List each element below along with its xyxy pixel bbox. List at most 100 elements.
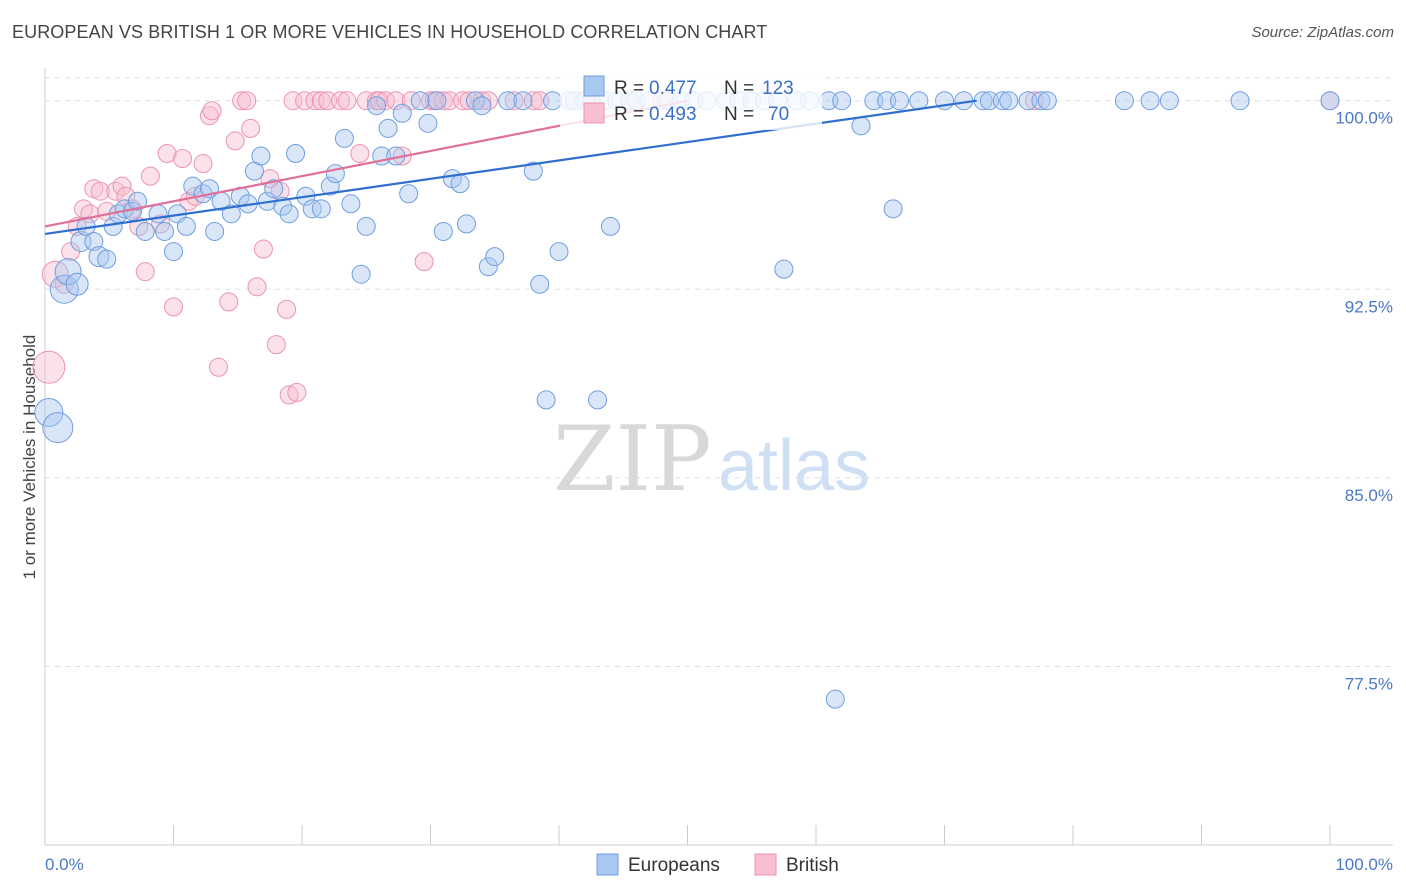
legend-british-swatch — [754, 853, 777, 876]
y-tick-label: 92.5% — [1345, 297, 1393, 316]
european-point — [351, 264, 371, 284]
british-point — [295, 91, 315, 111]
european-point — [34, 397, 64, 427]
european-point — [588, 390, 608, 410]
british-point — [472, 91, 492, 111]
european-point — [549, 242, 569, 262]
y-axis-label: 1 or more Vehicles in Household — [20, 335, 39, 580]
british-point — [311, 91, 331, 111]
european-point — [264, 179, 284, 199]
stats-europeans-n-label: N = — [724, 78, 754, 99]
british-point — [277, 299, 297, 319]
source-credit: Source: ZipAtlas.com — [1251, 24, 1394, 41]
european-point — [135, 221, 155, 241]
british-point — [208, 357, 228, 377]
british-point — [172, 149, 192, 169]
european-point — [341, 194, 361, 214]
y-tick-labels: 100.0% 92.5% 85.0% 77.5% — [1335, 109, 1393, 694]
european-point — [176, 216, 196, 236]
european-points — [34, 91, 1340, 709]
british-point — [414, 252, 434, 272]
stats-british-r-label: R = — [614, 104, 644, 125]
european-point — [205, 221, 225, 241]
european-point — [1159, 91, 1179, 111]
european-point — [97, 249, 117, 269]
european-point — [472, 96, 492, 116]
british-point — [350, 143, 370, 163]
watermark-atlas: atlas — [718, 426, 870, 506]
british-point — [279, 385, 299, 405]
european-point — [183, 176, 203, 196]
stats-europeans-swatch — [583, 75, 605, 97]
british-point — [237, 91, 257, 111]
european-point — [251, 146, 271, 166]
european-point — [320, 176, 340, 196]
european-point — [530, 274, 550, 294]
legend-british-label: British — [786, 855, 839, 876]
european-point — [1114, 91, 1134, 111]
legend-europeans-label: Europeans — [628, 855, 720, 876]
european-point — [1140, 91, 1160, 111]
british-point — [106, 181, 126, 201]
british-point — [369, 91, 389, 111]
european-point — [433, 221, 453, 241]
british-point — [90, 181, 110, 201]
british-point — [232, 91, 252, 111]
european-point — [1037, 91, 1057, 111]
european-point — [273, 196, 293, 216]
european-point — [543, 91, 563, 111]
stats-europeans-r-label: R = — [614, 78, 644, 99]
european-point — [478, 257, 498, 277]
european-point — [410, 91, 430, 111]
x-tick-label-max: 100.0% — [1335, 855, 1393, 874]
legend: Europeans British — [596, 853, 839, 876]
british-point — [112, 176, 132, 196]
x-tick-label-min: 0.0% — [45, 855, 84, 874]
british-point — [199, 106, 219, 126]
european-point — [128, 191, 148, 211]
european-point — [418, 113, 438, 133]
british-point — [140, 166, 160, 186]
british-point — [386, 91, 406, 111]
european-point — [825, 689, 845, 709]
british-point — [219, 292, 239, 312]
european-point — [890, 91, 910, 111]
european-point — [523, 161, 543, 181]
european-point — [427, 91, 447, 111]
british-point — [202, 101, 222, 121]
british-point — [266, 335, 286, 355]
stats-box: R = 0.477 N = 123 R = 0.493 N = 70 — [560, 68, 822, 130]
european-point — [286, 143, 306, 163]
european-point — [450, 174, 470, 194]
british-point — [164, 297, 183, 317]
european-point — [311, 199, 331, 219]
british-point — [376, 91, 396, 111]
european-point — [485, 247, 505, 267]
european-point — [148, 204, 168, 224]
british-point — [331, 91, 351, 111]
european-point — [456, 214, 476, 234]
european-point — [49, 274, 79, 304]
british-point — [253, 239, 273, 259]
y-tick-label: 77.5% — [1345, 674, 1393, 693]
european-point — [465, 91, 485, 111]
european-point — [42, 412, 74, 444]
british-point — [225, 131, 245, 151]
stats-british-n-label: N = — [724, 104, 754, 125]
chart-title: EUROPEAN VS BRITISH 1 OR MORE VEHICLES I… — [12, 22, 768, 42]
european-point — [832, 91, 852, 111]
legend-europeans-swatch — [596, 853, 619, 876]
british-point — [157, 143, 177, 163]
stats-europeans-n-value: 123 — [762, 78, 794, 99]
british-point — [135, 262, 155, 282]
european-point — [334, 128, 354, 148]
european-point — [498, 91, 518, 111]
y-tick-label: 85.0% — [1345, 486, 1393, 505]
british-point — [523, 91, 543, 111]
european-point — [88, 246, 110, 268]
european-point — [851, 116, 871, 136]
european-point — [999, 91, 1019, 111]
european-point — [1230, 91, 1250, 111]
y-tick-label: 100.0% — [1335, 109, 1393, 128]
